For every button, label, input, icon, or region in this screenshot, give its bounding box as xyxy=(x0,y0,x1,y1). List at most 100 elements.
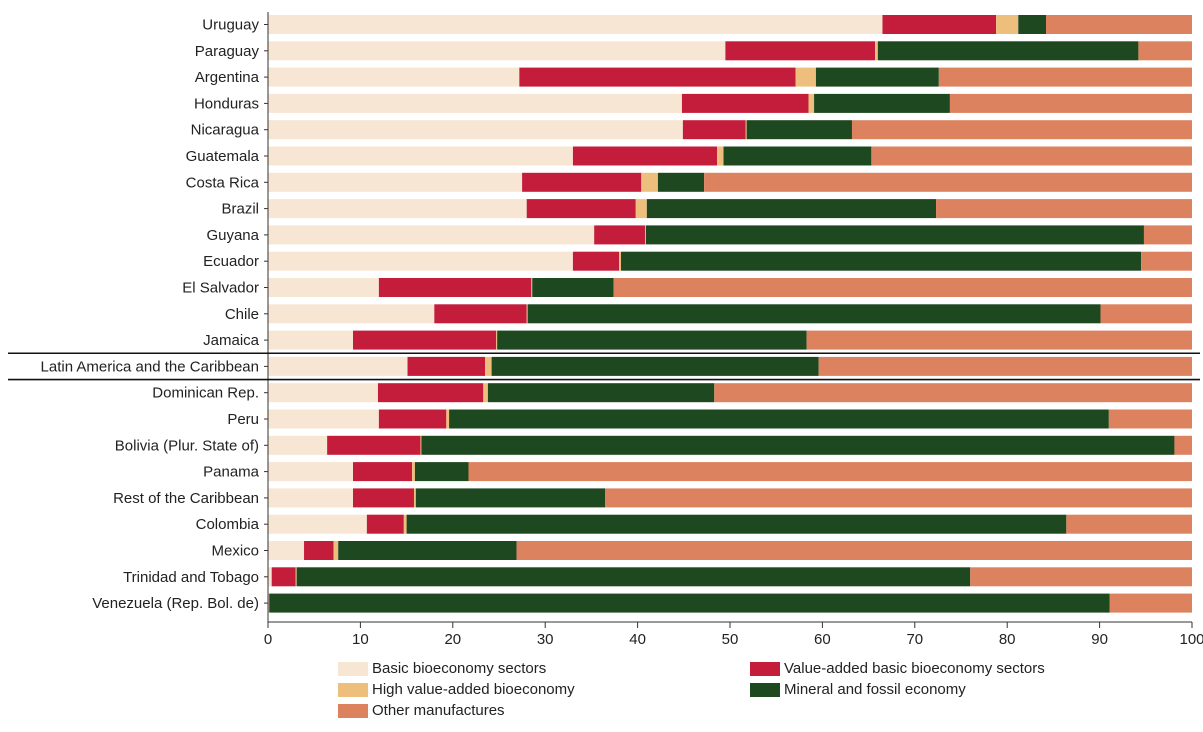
legend-swatch xyxy=(338,703,368,718)
bar-segment xyxy=(644,225,646,245)
x-tick-label: 0 xyxy=(264,631,272,648)
legend-item: High value-added bioeconomy xyxy=(338,681,575,698)
bar-segment xyxy=(353,488,414,508)
bar-segment xyxy=(1109,593,1192,613)
bar-segment xyxy=(268,409,379,429)
bar-segment xyxy=(268,15,883,34)
bar-segment xyxy=(485,356,492,376)
bar-segment xyxy=(605,488,1192,508)
legend-item: Other manufactures xyxy=(338,702,505,719)
category-label: Colombia xyxy=(196,516,260,533)
bar-segment xyxy=(795,67,816,87)
category-label: Chile xyxy=(225,306,259,323)
legend-item: Mineral and fossil economy xyxy=(750,681,966,698)
bar-segment xyxy=(268,93,682,113)
legend-label: Value-added basic bioeconomy sectors xyxy=(784,660,1045,677)
bar-segment xyxy=(268,304,435,324)
category-label: Dominican Rep. xyxy=(152,385,259,402)
bar-segment xyxy=(635,199,647,219)
bar-segment xyxy=(619,251,621,271)
legend-label: Other manufactures xyxy=(372,702,505,719)
bar-segment xyxy=(875,41,878,61)
bar-segment xyxy=(1174,435,1192,455)
category-label: Venezuela (Rep. Bol. de) xyxy=(92,595,259,612)
bar-segment xyxy=(487,383,715,403)
bar-segment xyxy=(516,541,1192,560)
category-label: Jamaica xyxy=(203,332,260,349)
category-label: Paraguay xyxy=(195,43,260,60)
bar-segment xyxy=(268,330,354,350)
legend-swatch xyxy=(750,682,780,697)
bar-segment xyxy=(745,120,747,140)
bar-segment xyxy=(268,278,379,297)
bar-segment xyxy=(818,356,1192,376)
bar-segment xyxy=(704,172,1192,192)
x-tick-label: 80 xyxy=(999,631,1016,648)
bar-segment xyxy=(366,514,404,534)
bar-segment xyxy=(268,435,328,455)
bar-segment xyxy=(882,15,997,34)
bar-segment xyxy=(421,435,1175,455)
x-tick-label: 50 xyxy=(722,631,739,648)
bar-segment xyxy=(268,120,683,140)
category-label: Nicaragua xyxy=(191,122,260,139)
category-label: Latin America and the Caribbean xyxy=(41,358,259,375)
bar-segment xyxy=(483,383,488,403)
bar-segment xyxy=(268,593,270,613)
bar-segment xyxy=(496,330,498,350)
category-label: Brazil xyxy=(221,201,259,218)
bar-segment xyxy=(268,225,595,245)
bar-segment xyxy=(682,120,746,140)
x-tick-label: 30 xyxy=(537,631,554,648)
bar-segment xyxy=(304,541,334,560)
category-label: Mexico xyxy=(211,543,259,560)
bar-segment xyxy=(1018,15,1047,34)
bar-segment xyxy=(412,462,415,482)
bar-segment xyxy=(296,567,971,587)
bar-segment xyxy=(434,304,527,324)
legend-label: Basic bioeconomy sectors xyxy=(372,660,547,677)
bar-segment xyxy=(526,199,636,219)
bar-segment xyxy=(407,356,486,376)
bar-segment xyxy=(723,146,872,166)
x-tick-label: 70 xyxy=(906,631,923,648)
bar-segment xyxy=(1066,514,1192,534)
x-tick-label: 100 xyxy=(1179,631,1203,648)
bar-segment xyxy=(970,567,1192,587)
bar-segment xyxy=(295,567,297,587)
legend-item: Value-added basic bioeconomy sectors xyxy=(750,660,1045,677)
legend-swatch xyxy=(338,682,368,697)
bar-segment xyxy=(808,93,815,113)
bar-segment xyxy=(806,330,1192,350)
legend-label: High value-added bioeconomy xyxy=(372,681,575,698)
bar-segment xyxy=(938,67,1192,87)
bar-segment xyxy=(271,567,296,587)
bar-segment xyxy=(1100,304,1192,324)
bar-segment xyxy=(526,304,528,324)
bar-segment xyxy=(468,462,1192,482)
bar-segment xyxy=(681,93,809,113)
category-label: Panama xyxy=(203,464,260,481)
bar-segment xyxy=(268,199,527,219)
bar-segment xyxy=(406,514,1067,534)
bar-segment xyxy=(725,41,876,61)
category-label: Bolivia (Plur. State of) xyxy=(115,437,259,454)
bar-segment xyxy=(353,330,497,350)
category-label: Costa Rica xyxy=(186,174,260,191)
bar-segment xyxy=(491,356,819,376)
bar-segment xyxy=(527,304,1101,324)
bar-segment xyxy=(353,462,413,482)
bar-segment xyxy=(268,383,378,403)
bar-segment xyxy=(377,383,484,403)
bar-segment xyxy=(717,146,724,166)
category-label: Uruguay xyxy=(202,17,259,34)
x-tick-label: 60 xyxy=(814,631,831,648)
bar-segment xyxy=(268,67,520,87)
category-label: Guyana xyxy=(206,227,259,244)
bar-segment xyxy=(851,120,1192,140)
bar-segment xyxy=(268,251,573,271)
bar-segment xyxy=(1108,409,1192,429)
bar-segment xyxy=(572,251,620,271)
bar-segment xyxy=(378,409,447,429)
